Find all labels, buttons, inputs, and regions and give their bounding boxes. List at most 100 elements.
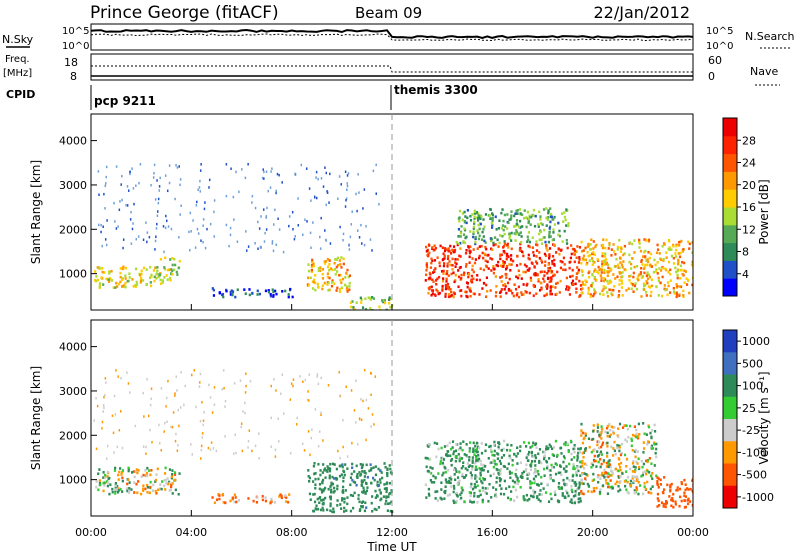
power-cell [433, 293, 436, 296]
velocity-cell [592, 478, 596, 482]
x-tick-label: 00:00 [75, 526, 107, 539]
velocity-cell [463, 500, 466, 503]
power-cell [130, 210, 132, 214]
velocity-cell [530, 481, 534, 485]
power-cell [496, 264, 500, 268]
velocity-cell [582, 482, 585, 486]
power-cell [129, 170, 131, 174]
power-cell [446, 264, 449, 268]
velocity-cell [270, 445, 273, 449]
power-cell [601, 263, 604, 266]
velocity-cell [476, 495, 479, 498]
power-cell [622, 253, 625, 257]
velocity-cell [585, 473, 588, 476]
power-cell [157, 275, 160, 279]
colorbar-tick-label: 20 [742, 179, 756, 192]
velocity-cell [572, 464, 575, 468]
power-cell [107, 278, 110, 281]
colorbar-tick-label: 12 [742, 223, 756, 236]
power-cell [522, 283, 525, 286]
power-cell [167, 225, 170, 228]
velocity-cell [582, 451, 586, 454]
power-cell [515, 264, 519, 267]
power-cell [675, 248, 678, 252]
velocity-cell [532, 489, 535, 492]
velocity-cell [654, 451, 657, 455]
power-cell [578, 295, 581, 298]
power-cell [361, 306, 365, 309]
velocity-cell [528, 497, 531, 501]
velocity-cell [636, 436, 640, 440]
velocity-cell [502, 439, 506, 443]
power-cell [465, 281, 469, 284]
velocity-cell [533, 492, 536, 496]
velocity-cell [317, 382, 320, 386]
power-cell [512, 294, 515, 298]
power-cell [119, 271, 122, 275]
velocity-cell [142, 445, 145, 448]
velocity-cell [351, 462, 354, 466]
velocity-cell [113, 469, 117, 472]
velocity-cell [321, 506, 324, 510]
velocity-cell [457, 452, 460, 456]
velocity-cell [638, 465, 641, 469]
velocity-cell [608, 463, 612, 466]
power-cell [573, 252, 576, 255]
velocity-cell [643, 485, 646, 489]
velocity-cell [155, 473, 158, 476]
power-cell [165, 214, 167, 218]
velocity-cell [458, 479, 461, 483]
power-cell [102, 225, 104, 228]
velocity-cell [607, 465, 610, 469]
power-cell [119, 280, 122, 284]
velocity-cell [463, 475, 466, 479]
power-cell [438, 264, 441, 268]
velocity-cell [617, 489, 620, 493]
power-cell [454, 258, 457, 261]
power-cell [621, 271, 624, 274]
power-cell [322, 185, 325, 188]
power-cell [558, 234, 562, 238]
power-cell [269, 292, 272, 296]
power-cell [537, 223, 540, 226]
power-cell [208, 186, 210, 189]
velocity-cell [248, 429, 251, 432]
power-cell [576, 245, 579, 248]
velocity-cell [95, 485, 98, 489]
velocity-cell [296, 423, 298, 426]
velocity-cell [495, 480, 498, 484]
power-cell [649, 264, 652, 268]
power-cell [326, 272, 330, 275]
velocity-cell [104, 377, 107, 380]
power-cell [588, 253, 592, 257]
velocity-cell [505, 487, 508, 490]
power-cell [674, 266, 677, 270]
time-axis-label: Time UT [366, 540, 417, 554]
velocity-cell [529, 463, 532, 467]
power-cell [310, 265, 314, 269]
power-cell [317, 177, 319, 181]
velocity-cell [368, 469, 371, 473]
velocity-cell [363, 509, 367, 513]
velocity-cell [292, 384, 294, 388]
velocity-cell [370, 425, 372, 428]
power-cell [441, 284, 444, 288]
velocity-cell [488, 482, 491, 486]
power-cell [122, 246, 124, 250]
velocity-cell [439, 459, 442, 463]
power-cell [251, 291, 254, 295]
power-cell [355, 301, 358, 304]
velocity-cell [339, 503, 342, 506]
velocity-cell [580, 482, 584, 485]
velocity-cell [102, 471, 105, 474]
velocity-cell [615, 480, 619, 484]
velocity-cell [158, 442, 161, 445]
power-cell [593, 277, 596, 280]
power-cell [346, 182, 349, 185]
power-cell [301, 233, 304, 237]
power-cell [650, 278, 654, 282]
power-cell [467, 275, 470, 279]
velocity-cell [486, 470, 490, 473]
power-cell [491, 219, 494, 223]
power-cell [647, 240, 651, 243]
